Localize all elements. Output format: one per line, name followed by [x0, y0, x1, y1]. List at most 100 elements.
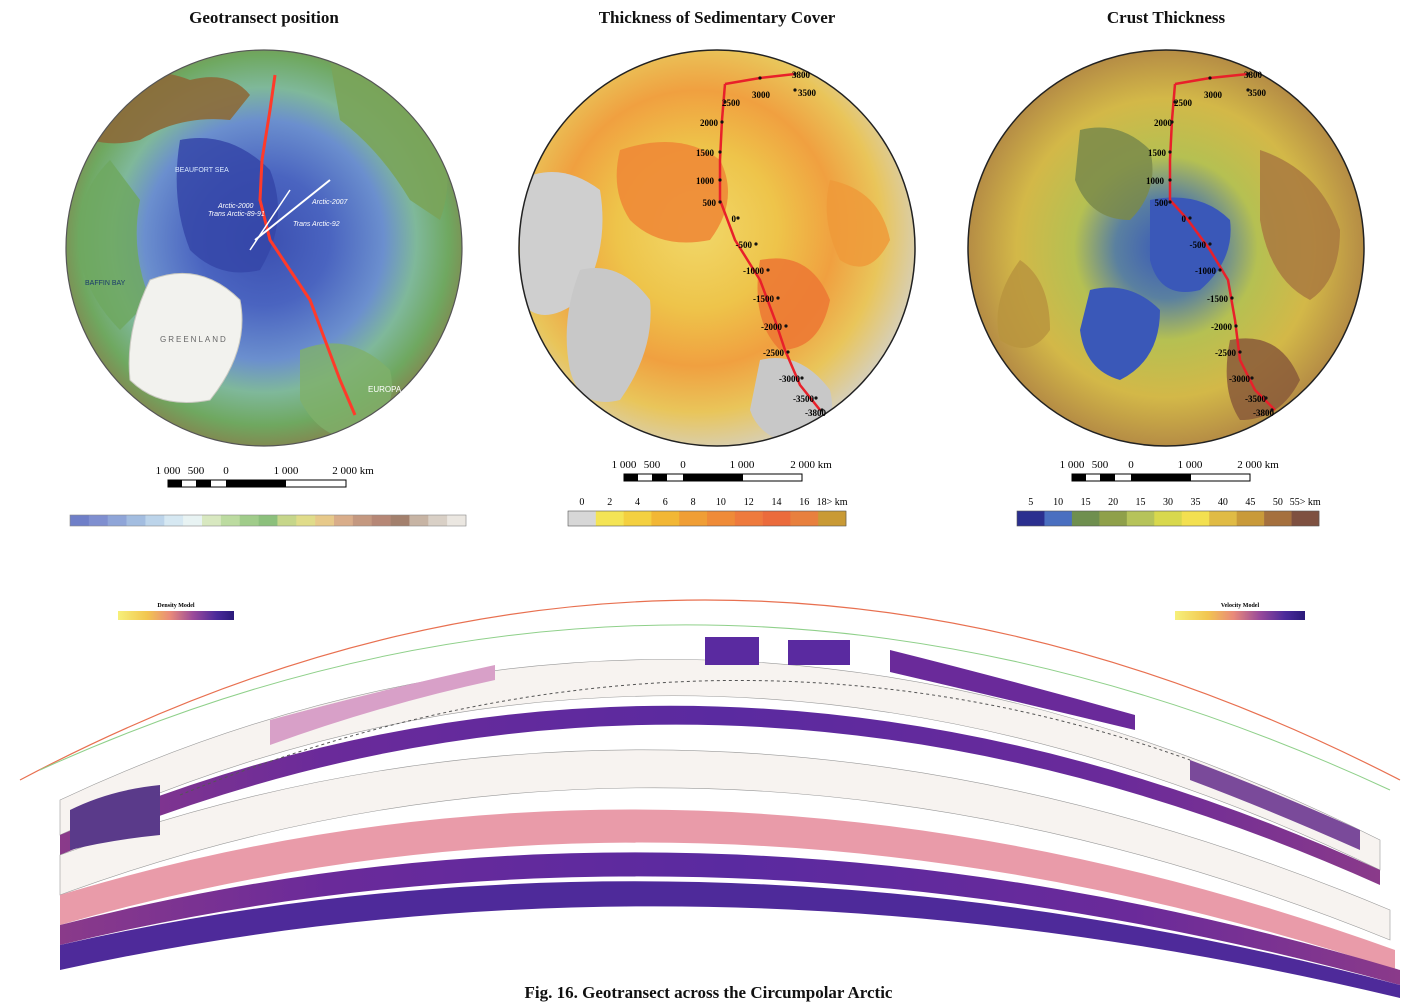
sediment-route-label: 1500	[696, 148, 715, 158]
crust-legend-label: 15	[1136, 497, 1146, 508]
sediment-route-label: 3800	[792, 70, 811, 80]
crust-legend-swatch	[1154, 511, 1183, 526]
scale-bar-crust: 1 000 500 0 1 000 2 000 km	[1060, 459, 1279, 482]
bathymetry-swatch	[390, 515, 410, 526]
sediment-route-label: 3500	[798, 88, 817, 98]
bathymetry-swatch	[88, 515, 109, 526]
sediment-legend-label: 4	[635, 497, 640, 508]
sediment-route-label: -1000	[743, 266, 764, 276]
sediment-route-label: -500	[736, 240, 753, 250]
crust-route-label: 500	[1155, 198, 1169, 208]
landmass-canada	[78, 160, 150, 330]
crust-legend-label: 35	[1190, 497, 1200, 508]
bathymetry-legend	[69, 514, 467, 527]
area-thin-crust-1	[1150, 197, 1231, 292]
scale-bar-sediment: 1 000 500 0 1 000 2 000 km	[612, 459, 832, 482]
scale-label: 2 000 km	[332, 465, 374, 477]
sediment-route-label: 0	[732, 214, 737, 224]
crust-route-label: 3800	[1244, 70, 1263, 80]
bathymetry-swatch	[145, 515, 165, 526]
area-greenland-grey	[566, 268, 651, 402]
bathymetry-swatch	[409, 515, 429, 526]
bathymetry-swatch	[183, 515, 203, 526]
sediment-legend-label: 12	[744, 497, 754, 508]
crust-legend-swatch	[1099, 511, 1128, 526]
crust-legend-swatch	[1264, 511, 1292, 526]
area-crust-mid	[1075, 127, 1153, 220]
bathymetry-swatch	[315, 515, 335, 526]
crust-legend-label: 5	[1028, 497, 1033, 508]
bathymetry-swatch	[334, 515, 354, 526]
crust-route-label: 1000	[1146, 176, 1165, 186]
scale-label: 500	[644, 459, 661, 471]
crust-legend-swatch	[1236, 511, 1265, 526]
crust-legend-swatch	[1291, 511, 1320, 526]
sediment-legend-swatch	[623, 511, 652, 526]
label-baffin: BAFFIN BAY	[85, 280, 126, 287]
label-europa: EUROPA	[368, 385, 402, 394]
bathymetry-swatch	[371, 515, 391, 526]
sediment-route-label: -2000	[761, 322, 782, 332]
geotransect-route-position	[258, 74, 357, 416]
sediment-legend-label: 14	[772, 497, 782, 508]
scale-label: 500	[188, 465, 205, 477]
section-block-5	[70, 785, 160, 850]
panel-title-sediment: Thickness of Sedimentary Cover	[598, 8, 836, 27]
crust-legend-swatch	[1126, 511, 1155, 526]
crust-map-border	[967, 49, 1365, 447]
sediment-route-label: 500	[703, 198, 717, 208]
crust-legend-label: 10	[1053, 497, 1063, 508]
crust-legend-label: 30	[1163, 497, 1173, 508]
area-thick-sediment-3	[826, 180, 890, 267]
scale-label: 500	[1092, 459, 1109, 471]
sediment-legend-label: 6	[663, 497, 668, 508]
sediment-legend: 0 2 4 6 8 10 12 14 16 18> km	[567, 497, 848, 527]
scale-bar-position: 1 000 500 0 1 000 2 000 km	[156, 465, 374, 488]
sediment-legend-swatch	[651, 511, 680, 526]
sediment-legend-label: 10	[716, 497, 726, 508]
crust-route-label: -1000	[1195, 266, 1216, 276]
section-block-3	[890, 650, 1135, 730]
topography-profile-line	[19, 599, 1401, 781]
gravity-profile-line	[39, 624, 1391, 791]
profile-panel-2-bg	[59, 749, 1391, 941]
bathymetry-swatch	[126, 515, 146, 526]
sediment-legend-swatch	[568, 511, 597, 526]
crust-legend-label: 15	[1081, 497, 1091, 508]
arctic-line	[249, 189, 291, 251]
figure-caption: Fig. 16. Geotransect across the Circumpo…	[524, 983, 893, 1002]
scale-label: 2 000 km	[1237, 459, 1279, 471]
position-map-border	[65, 49, 463, 447]
bathymetry-swatch	[296, 515, 316, 526]
section-block-1	[705, 637, 759, 665]
profile-panel-2-layer	[60, 809, 1395, 970]
scale-label: 0	[223, 465, 229, 477]
velocity-model-title: Velocity Model	[1221, 603, 1260, 609]
sediment-route-label: 2000	[700, 118, 719, 128]
crust-legend-swatch	[1181, 511, 1210, 526]
bathymetry-swatch	[277, 515, 297, 526]
label-trans-arctic-89: Trans Arctic-89-91	[208, 211, 265, 218]
sediment-route-label: -1500	[753, 294, 774, 304]
panel-title-position: Geotransect position	[189, 8, 339, 27]
sediment-legend-label: 8	[691, 497, 696, 508]
bathymetry-swatch	[107, 515, 127, 526]
geotransect-route-crust	[1168, 83, 1276, 411]
crust-route-label: -1500	[1207, 294, 1228, 304]
label-arctic-2007: Arctic-2007	[311, 199, 349, 206]
crust-route-label: 2000	[1154, 118, 1173, 128]
bathymetry-swatch	[258, 515, 278, 526]
sediment-route-label: -3500	[793, 394, 814, 404]
bathymetry-swatch	[239, 515, 259, 526]
crust-route-label: -3500	[1245, 394, 1266, 404]
sediment-legend-swatch	[818, 511, 847, 526]
section-block-4	[270, 665, 495, 745]
arctic-basin	[176, 138, 278, 273]
label-arctic-2000: Arctic-2000	[217, 203, 254, 210]
profile-panel-3-mantle	[60, 881, 1400, 998]
sediment-legend-label: 16	[799, 497, 809, 508]
scale-label: 2 000 km	[790, 459, 832, 471]
sediment-route-label: -3800	[805, 408, 826, 418]
